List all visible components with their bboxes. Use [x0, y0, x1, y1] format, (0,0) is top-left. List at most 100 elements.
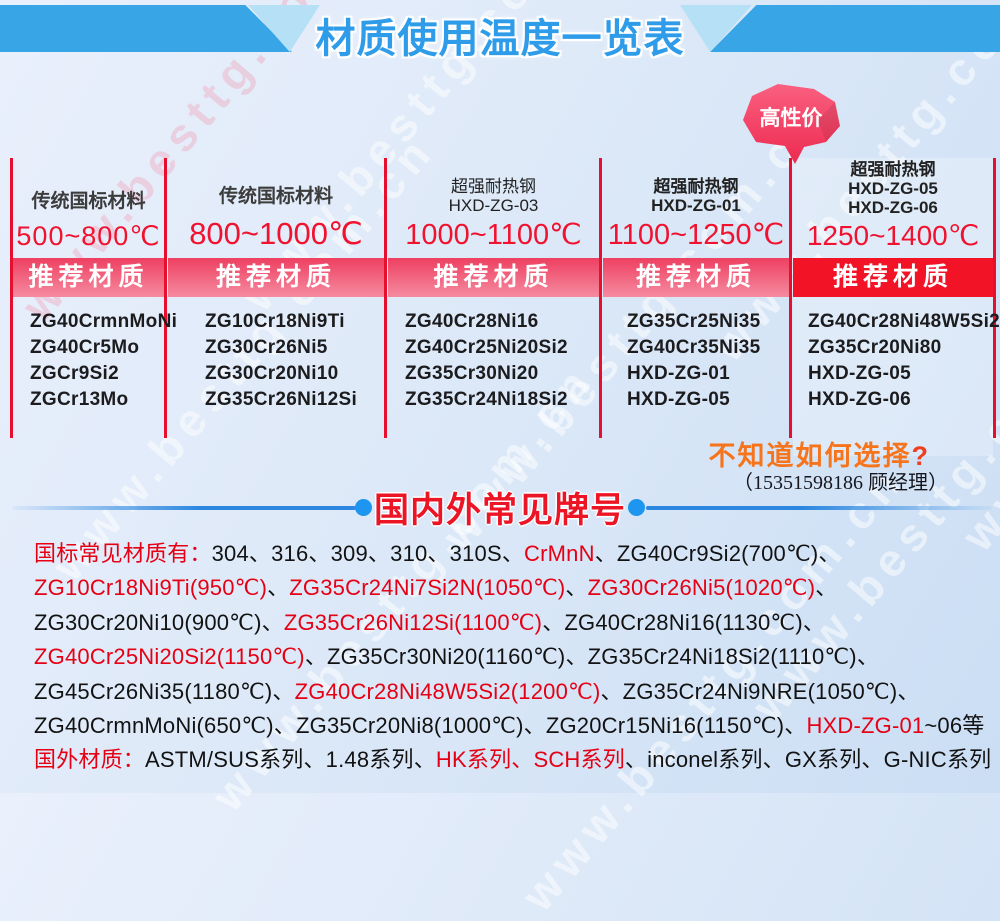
recommended-band: 推荐材质 — [603, 258, 789, 297]
grades-line: ZG30Cr20Ni10(900℃)、ZG35Cr26Ni12Si(1100℃)… — [34, 606, 996, 640]
column-titles: 超强耐热钢 HXD-ZG-03 — [449, 177, 539, 215]
temperature-table: 传统国标材料 500~800℃ 推荐材质 ZG40CrmnMoNi ZG40Cr5… — [0, 158, 1000, 458]
temp-column: 传统国标材料 500~800℃ 推荐材质 ZG40CrmnMoNi ZG40Cr5… — [13, 158, 178, 456]
grade-segment: ZG30Cr20Ni10(900℃)、 — [34, 609, 284, 635]
badge-facet — [818, 102, 840, 142]
material-item: ZGCr9Si2 — [30, 363, 119, 384]
page-title: 材质使用温度一览表 — [315, 17, 685, 61]
grades-line: 国外材质：ASTM/SUS系列、1.48系列、HK系列、SCH系列、incone… — [34, 743, 996, 777]
material-item: HXD-ZG-05 — [808, 363, 911, 384]
column-header: 超强耐热钢 HXD-ZG-01 1100~1250℃ — [603, 158, 789, 258]
grade-segment: ZG40Cr25Ni20Si2(1150℃) — [34, 644, 305, 670]
material-item: ZG40Cr35Ni35 — [627, 337, 761, 358]
badge-label: 高性价 — [760, 106, 824, 130]
temp-column: 超强耐热钢 HXD-ZG-05 HXD-ZG-06 1250~1400℃ 推荐材质 … — [793, 158, 1000, 456]
grade-segment: 、inconel系列、GX系列、G-NIC系列 — [624, 747, 992, 773]
section-divider-dot-right — [628, 499, 645, 516]
column-title-line: 传统国标材料 — [218, 186, 333, 207]
grades-line: ZG40CrmnMoNi(650℃)、ZG35Cr20Ni8(1000℃)、ZG… — [34, 709, 996, 743]
material-item: ZG40Cr25Ni20Si2 — [405, 337, 568, 358]
material-item: ZG35Cr25Ni35 — [627, 311, 761, 332]
material-item: ZG35Cr26Ni12Si — [205, 389, 358, 410]
section-divider-line-left — [12, 506, 356, 510]
column-title-line: 超强耐热钢 — [450, 177, 536, 196]
column-divider — [384, 158, 387, 438]
grade-segment: ZG40CrmnMoNi(650℃)、ZG35Cr20Ni8(1000℃)、ZG… — [34, 712, 807, 738]
grade-segment: ASTM/SUS系列、1.48系列、 — [145, 747, 436, 773]
material-item: ZGCr13Mo — [30, 389, 129, 410]
grade-segment: 国外材质： — [34, 747, 146, 773]
material-item: ZG35Cr24Ni18Si2 — [405, 389, 568, 410]
materials-list: ZG40Cr28Ni48W5Si2 ZG35Cr20Ni80 HXD-ZG-05 HX… — [793, 309, 1000, 413]
grade-segment: 、ZG40Cr28Ni16(1130℃)、 — [542, 609, 826, 635]
grade-segment: ZG45Cr26Ni35(1180℃)、 — [34, 678, 295, 704]
grades-line: ZG10Cr18Ni9Ti(950℃)、ZG35Cr24Ni7Si2N(1050… — [34, 571, 996, 605]
material-item: ZG40Cr28Ni48W5Si2 — [808, 311, 1000, 332]
materials-list: ZG40Cr28Ni16 ZG40Cr25Ni20Si2 ZG35Cr30Ni20 Z… — [388, 309, 599, 413]
column-temperature: 1250~1400℃ — [806, 220, 980, 251]
column-header: 超强耐热钢 HXD-ZG-03 1000~1100℃ — [388, 158, 599, 258]
material-item: HXD-ZG-05 — [627, 389, 730, 410]
materials-list: ZG35Cr25Ni35 ZG40Cr35Ni35 HXD-ZG-01 HXD-ZG-… — [603, 309, 789, 413]
recommended-band: 推荐材质 — [793, 258, 993, 297]
column-title-line: 超强耐热钢 — [850, 160, 936, 179]
grade-segment: 304、316、309、310、310S、 — [211, 541, 525, 566]
material-item: ZG40Cr5Mo — [30, 337, 140, 358]
column-temperature: 500~800℃ — [16, 221, 161, 251]
column-header: 传统国标材料 800~1000℃ — [168, 158, 384, 258]
material-item: ZG40Cr28Ni16 — [405, 311, 539, 332]
column-title-line: HXD-ZG-03 — [448, 196, 539, 215]
grade-segment: 、 — [815, 575, 838, 601]
column-temperature: 800~1000℃ — [189, 216, 363, 251]
grade-segment: 、 — [565, 575, 588, 601]
column-header: 传统国标材料 500~800℃ — [13, 158, 164, 258]
temp-column: 超强耐热钢 HXD-ZG-01 1100~1250℃ 推荐材质 ZG35Cr25N… — [603, 158, 789, 456]
material-item: ZG30Cr26Ni5 — [205, 337, 328, 358]
recommended-band: 推荐材质 — [388, 258, 599, 297]
grade-segment: CrMnN — [524, 541, 595, 566]
temp-column: 超强耐热钢 HXD-ZG-03 1000~1100℃ 推荐材质 ZG40Cr28N… — [388, 158, 599, 456]
material-item: HXD-ZG-01 — [627, 363, 730, 384]
column-header: 超强耐热钢 HXD-ZG-05 HXD-ZG-06 1250~1400℃ — [793, 158, 993, 258]
section-divider-dot-left — [355, 499, 372, 516]
column-title-line: HXD-ZG-01 — [651, 196, 741, 215]
column-temperature: 1000~1100℃ — [405, 219, 582, 251]
recommended-band: 推荐材质 — [13, 258, 164, 297]
grades-line: ZG40Cr25Ni20Si2(1150℃)、ZG35Cr30Ni20(1160… — [34, 640, 996, 674]
grade-segment: HK系列、SCH系列 — [435, 747, 625, 773]
material-item: ZG40CrmnMoNi — [30, 311, 178, 332]
grade-segment: HXD-ZG-01 — [806, 712, 925, 738]
column-temperature: 1100~1250℃ — [607, 219, 785, 251]
grade-segment: 、ZG35Cr30Ni20(1160℃)、ZG35Cr24Ni18Si2(111… — [304, 644, 880, 670]
column-title-line: HXD-ZG-06 — [848, 198, 938, 217]
grade-segment: 、ZG35Cr24Ni9NRE(1050℃)、 — [600, 678, 920, 704]
header-bar-right — [710, 5, 1000, 52]
column-divider — [993, 158, 996, 438]
material-item: HXD-ZG-06 — [808, 389, 911, 410]
grade-segment: 国标常见材质有： — [34, 541, 212, 566]
grade-segment: ~06等 — [924, 712, 985, 738]
materials-list: ZG40CrmnMoNi ZG40Cr5Mo ZGCr9Si2 ZGCr13Mo — [13, 309, 178, 413]
material-item: ZG35Cr20Ni80 — [808, 337, 942, 358]
grade-segment: ZG30Cr26Ni5(1020℃) — [587, 575, 816, 601]
badge-burst-shape — [743, 84, 840, 164]
help-question-text: 不知道如何选择 — [708, 441, 912, 471]
high-value-badge: 高性价 — [743, 84, 840, 164]
material-item: ZG30Cr20Ni10 — [205, 363, 339, 384]
contact-phone: （15351598186 顾经理） — [733, 472, 948, 494]
grades-paragraph: 国标常见材质有：304、316、309、310、310S、CrMnN、ZG40C… — [34, 537, 996, 778]
recommended-band: 推荐材质 — [168, 258, 384, 297]
section-divider-line-right — [646, 506, 992, 510]
material-item: ZG35Cr30Ni20 — [405, 363, 539, 384]
column-title-line: 超强耐热钢 — [653, 177, 739, 196]
column-titles: 超强耐热钢 HXD-ZG-01 — [651, 177, 741, 215]
materials-list: ZG10Cr18Ni9Ti ZG30Cr26Ni5 ZG30Cr20Ni10 ZG35… — [168, 309, 384, 413]
temp-column: 传统国标材料 800~1000℃ 推荐材质 ZG10Cr18Ni9Ti ZG30C… — [168, 158, 384, 456]
column-title-line: 传统国标材料 — [31, 191, 146, 212]
grade-segment: ZG35Cr24Ni7Si2N(1050℃) — [289, 575, 566, 601]
grades-line: ZG45Cr26Ni35(1180℃)、ZG40Cr28Ni48W5Si2(12… — [34, 675, 996, 709]
grade-segment: 、ZG40Cr9Si2(700℃)、 — [594, 541, 841, 566]
grade-segment: ZG10Cr18Ni9Ti(950℃) — [34, 575, 268, 601]
column-title-line: HXD-ZG-05 — [848, 179, 938, 198]
column-divider — [10, 158, 13, 438]
